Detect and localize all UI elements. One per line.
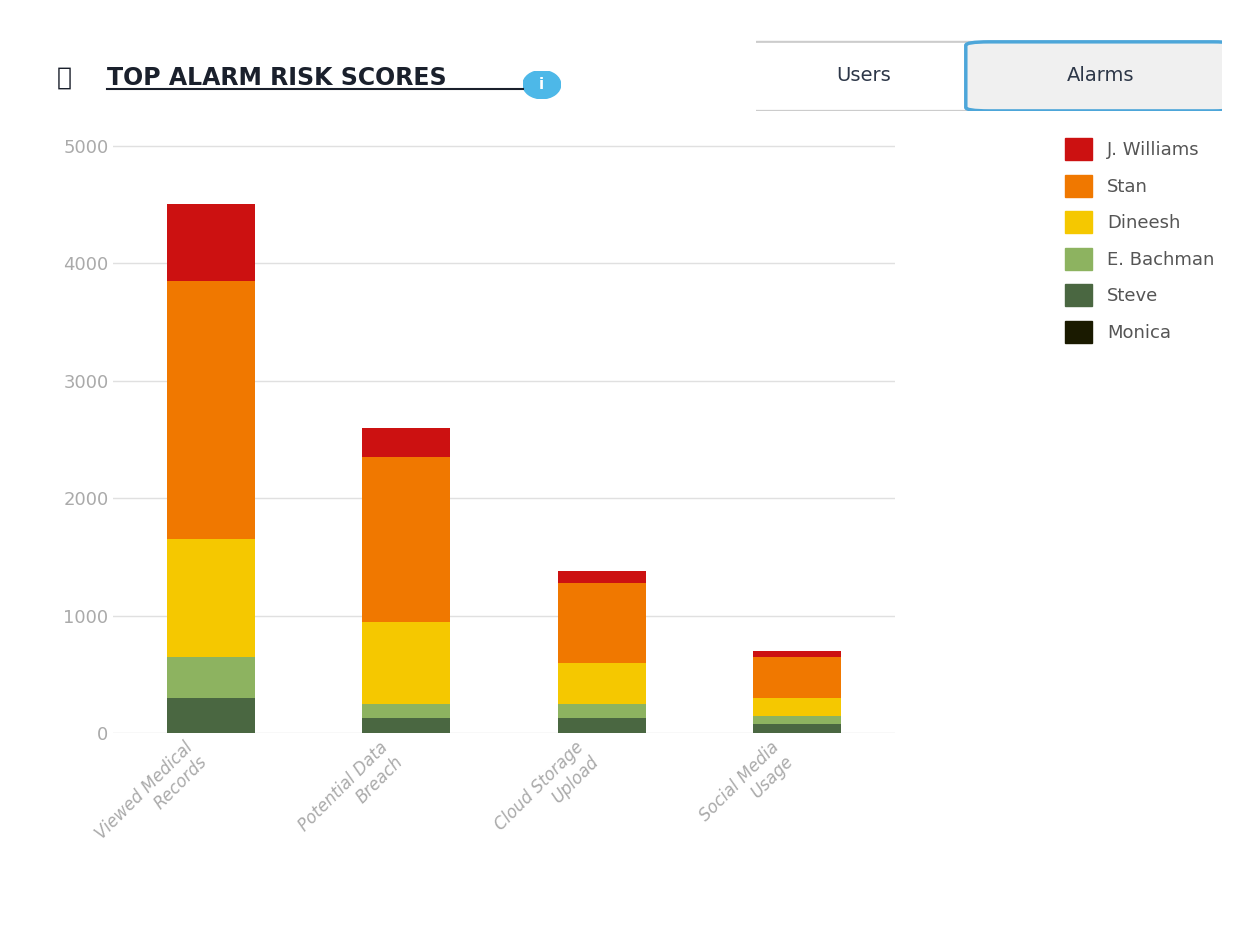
Bar	[558, 718, 645, 733]
Bar	[363, 428, 450, 457]
Text: Users: Users	[835, 66, 891, 86]
Circle shape	[523, 70, 561, 99]
Bar	[363, 457, 450, 621]
FancyBboxPatch shape	[737, 41, 989, 111]
Legend: J. Williams, Stan, Dineesh, E. Bachman, Steve, Monica: J. Williams, Stan, Dineesh, E. Bachman, …	[1058, 132, 1221, 350]
Bar	[168, 697, 255, 733]
Bar	[558, 663, 645, 704]
Text: i: i	[539, 77, 544, 92]
Bar	[558, 704, 645, 718]
Bar	[363, 704, 450, 718]
Bar	[363, 718, 450, 733]
Text: TOP ALARM RISK SCORES: TOP ALARM RISK SCORES	[107, 66, 447, 90]
Bar	[558, 583, 645, 663]
Bar	[558, 571, 645, 583]
Text: Alarms: Alarms	[1067, 66, 1135, 86]
FancyBboxPatch shape	[965, 41, 1236, 111]
Bar	[753, 724, 840, 733]
Bar	[168, 205, 255, 281]
Bar	[168, 540, 255, 657]
Bar	[753, 650, 840, 657]
Text: 🔔: 🔔	[57, 66, 79, 90]
Bar	[753, 697, 840, 715]
Bar	[753, 657, 840, 697]
Bar	[168, 657, 255, 697]
Bar	[363, 621, 450, 704]
Bar	[168, 281, 255, 540]
Bar	[753, 715, 840, 724]
